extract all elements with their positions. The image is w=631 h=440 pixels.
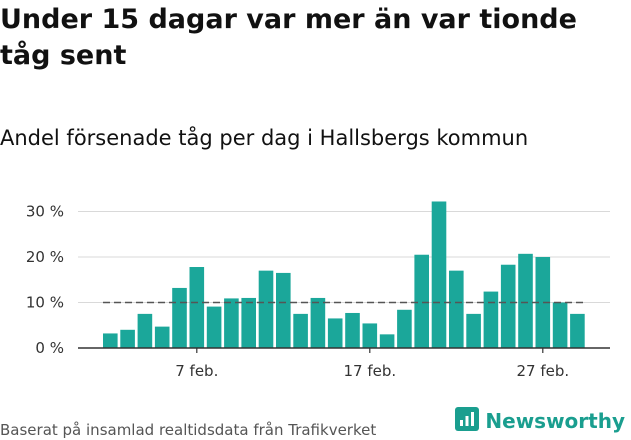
bar bbox=[327, 318, 343, 348]
y-tick-label: 20 % bbox=[26, 248, 64, 266]
y-axis-ticks: 0 % 10 % 20 % 30 % bbox=[26, 203, 64, 358]
bar bbox=[379, 334, 395, 348]
bar bbox=[518, 253, 533, 348]
bar bbox=[241, 297, 256, 348]
bar bbox=[120, 329, 135, 348]
bar bbox=[103, 333, 118, 348]
bar bbox=[189, 267, 205, 348]
bar bbox=[466, 313, 481, 349]
bar bbox=[500, 264, 516, 348]
newsworthy-logo[interactable]: Newsworthy bbox=[455, 407, 625, 435]
bar bbox=[137, 313, 153, 349]
bar bbox=[310, 297, 326, 348]
y-tick-label: 10 % bbox=[26, 294, 64, 312]
x-tick-label: 17 feb. bbox=[343, 362, 396, 380]
bar bbox=[552, 302, 568, 348]
x-tick-label: 7 feb. bbox=[175, 362, 218, 380]
x-tick-label: 27 feb. bbox=[516, 362, 569, 380]
x-axis-ticks: 7 feb. 17 feb. 27 feb. bbox=[175, 348, 569, 380]
bar bbox=[345, 312, 360, 348]
source-note: Baserat på insamlad realtidsdata från Tr… bbox=[0, 421, 377, 439]
bar bbox=[483, 291, 499, 348]
bar bbox=[172, 287, 187, 348]
bar bbox=[154, 326, 170, 348]
bar-chart: 0 % 10 % 20 % 30 % 7 feb. 17 feb. 27 feb. bbox=[26, 201, 610, 380]
bar bbox=[570, 313, 585, 349]
y-tick-label: 30 % bbox=[26, 203, 64, 221]
bar bbox=[449, 270, 464, 348]
bar bbox=[362, 323, 378, 348]
bars bbox=[103, 201, 585, 349]
bar bbox=[397, 309, 412, 348]
chart-subtitle: Andel försenade tåg per dag i Hallsbergs… bbox=[0, 126, 529, 150]
chart-title: Under 15 dagar var mer än var tionde tåg… bbox=[0, 4, 577, 71]
bar bbox=[206, 306, 222, 348]
y-tick-label: 0 % bbox=[35, 339, 64, 357]
bar bbox=[414, 254, 429, 348]
bar bbox=[431, 201, 447, 348]
bar-chart-icon bbox=[455, 407, 480, 435]
brand-name: Newsworthy bbox=[485, 409, 625, 433]
bar bbox=[276, 272, 291, 348]
bar bbox=[535, 257, 551, 348]
bar bbox=[293, 313, 308, 349]
bar bbox=[224, 298, 239, 348]
bar bbox=[258, 270, 274, 348]
